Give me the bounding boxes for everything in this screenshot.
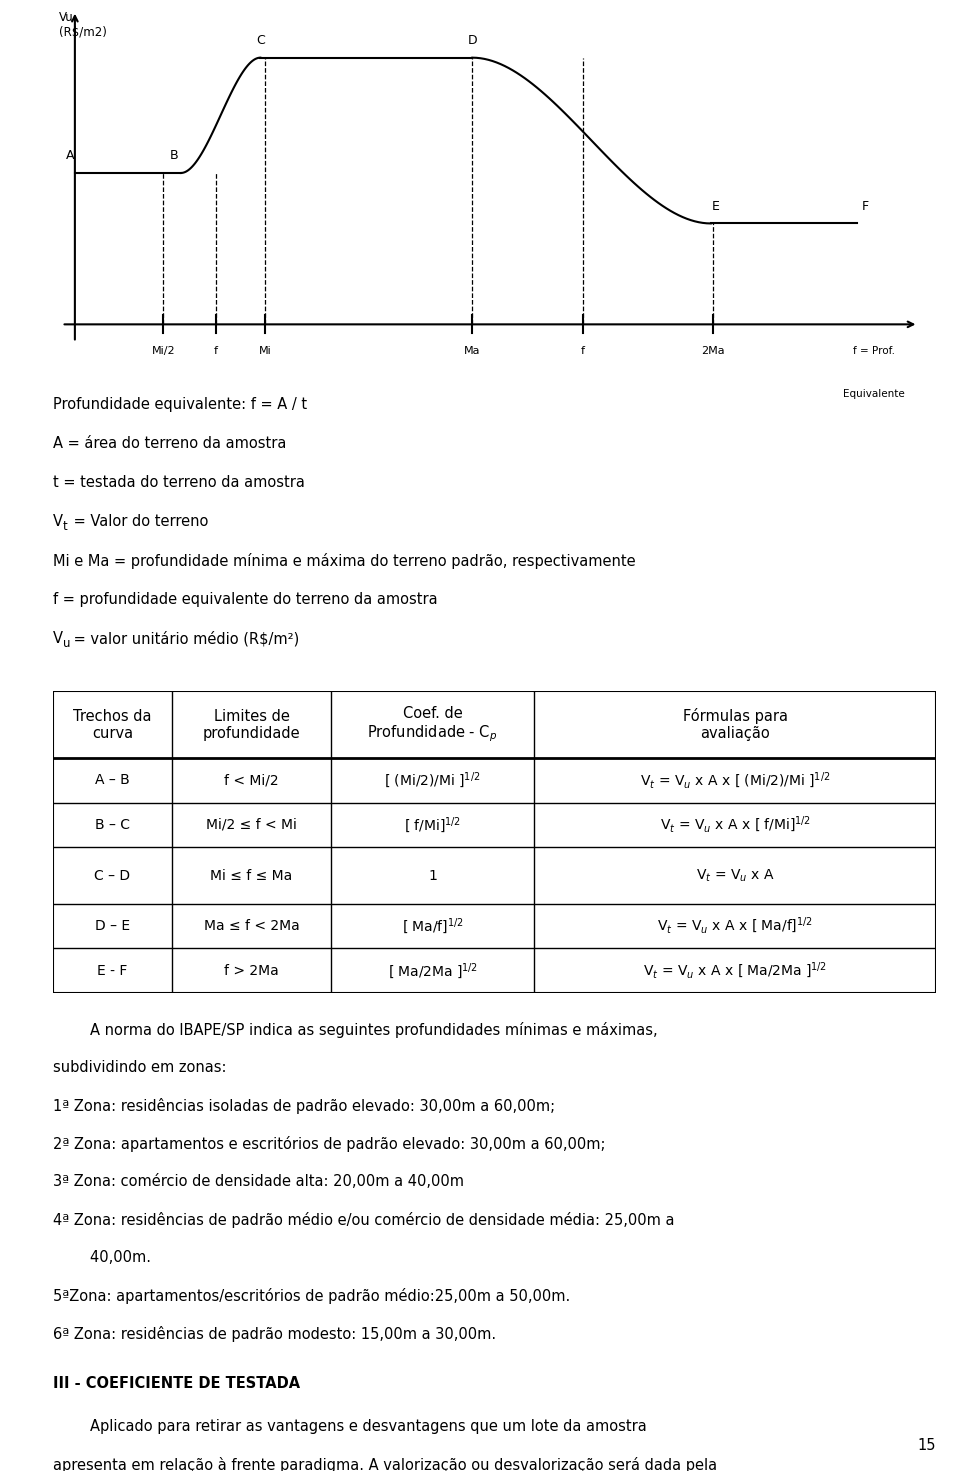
Text: B – C: B – C [95, 818, 130, 833]
Text: u: u [63, 637, 70, 650]
Text: f: f [214, 346, 218, 356]
Text: f = profundidade equivalente do terreno da amostra: f = profundidade equivalente do terreno … [53, 593, 438, 608]
Text: V$_t$ = V$_u$ x A x [ Ma/2Ma ]$^{1/2}$: V$_t$ = V$_u$ x A x [ Ma/2Ma ]$^{1/2}$ [643, 961, 828, 981]
Text: Trechos da
curva: Trechos da curva [73, 709, 152, 741]
Text: Ma ≤ f < 2Ma: Ma ≤ f < 2Ma [204, 919, 300, 933]
Text: f: f [581, 346, 585, 356]
Text: 4ª Zona: residências de padrão médio e/ou comércio de densidade média: 25,00m a: 4ª Zona: residências de padrão médio e/o… [53, 1212, 674, 1228]
Text: V$_t$ = V$_u$ x A x [ (Mi/2)/Mi ]$^{1/2}$: V$_t$ = V$_u$ x A x [ (Mi/2)/Mi ]$^{1/2}… [640, 771, 830, 790]
Text: A – B: A – B [95, 774, 130, 787]
Text: Coef. de
Profundidade - C$_p$: Coef. de Profundidade - C$_p$ [368, 706, 497, 744]
Text: Mi: Mi [258, 346, 271, 356]
Text: Mi/2 ≤ f < Mi: Mi/2 ≤ f < Mi [206, 818, 297, 833]
Text: D: D [468, 34, 477, 47]
Text: 1: 1 [428, 868, 437, 883]
Text: Fórmulas para
avaliação: Fórmulas para avaliação [683, 708, 787, 741]
Text: f = Prof.: f = Prof. [853, 346, 895, 356]
Text: A = área do terreno da amostra: A = área do terreno da amostra [53, 435, 286, 452]
Text: Equivalente: Equivalente [843, 390, 905, 399]
Text: [ Ma/f]$^{1/2}$: [ Ma/f]$^{1/2}$ [401, 916, 464, 936]
Text: V: V [53, 631, 62, 646]
Text: Aplicado para retirar as vantagens e desvantagens que um lote da amostra: Aplicado para retirar as vantagens e des… [53, 1420, 646, 1434]
Text: V$_t$ = V$_u$ x A x [ Ma/f]$^{1/2}$: V$_t$ = V$_u$ x A x [ Ma/f]$^{1/2}$ [658, 916, 813, 937]
Text: 3ª Zona: comércio de densidade alta: 20,00m a 40,00m: 3ª Zona: comércio de densidade alta: 20,… [53, 1174, 464, 1189]
Text: t = testada do terreno da amostra: t = testada do terreno da amostra [53, 475, 304, 490]
Text: F: F [862, 200, 869, 213]
Text: 2ª Zona: apartamentos e escritórios de padrão elevado: 30,00m a 60,00m;: 2ª Zona: apartamentos e escritórios de p… [53, 1136, 606, 1152]
Text: subdividindo em zonas:: subdividindo em zonas: [53, 1061, 227, 1075]
Text: = valor unitário médio (R$/m²): = valor unitário médio (R$/m²) [69, 631, 299, 647]
Text: 2Ma: 2Ma [702, 346, 725, 356]
Text: Mi e Ma = profundidade mínima e máxima do terreno padrão, respectivamente: Mi e Ma = profundidade mínima e máxima d… [53, 553, 636, 569]
Text: t: t [63, 521, 67, 533]
Text: A norma do IBAPE/SP indica as seguintes profundidades mínimas e máximas,: A norma do IBAPE/SP indica as seguintes … [53, 1022, 658, 1039]
Text: = Valor do terreno: = Valor do terreno [69, 515, 208, 530]
Text: E: E [711, 200, 719, 213]
Text: Profundidade equivalente: f = A / t: Profundidade equivalente: f = A / t [53, 397, 307, 412]
Text: apresenta em relação à frente paradigma. A valorização ou desvalorização será da: apresenta em relação à frente paradigma.… [53, 1458, 717, 1471]
Text: 15: 15 [918, 1439, 936, 1453]
Text: V$_t$ = V$_u$ x A: V$_t$ = V$_u$ x A [696, 868, 775, 884]
Text: [ Ma/2Ma ]$^{1/2}$: [ Ma/2Ma ]$^{1/2}$ [388, 961, 478, 981]
Text: Ma: Ma [464, 346, 481, 356]
Text: [ (Mi/2)/Mi ]$^{1/2}$: [ (Mi/2)/Mi ]$^{1/2}$ [384, 771, 481, 790]
Text: f < Mi/2: f < Mi/2 [225, 774, 278, 787]
Text: f > 2Ma: f > 2Ma [224, 964, 279, 978]
Text: V: V [53, 515, 62, 530]
Text: 6ª Zona: residências de padrão modesto: 15,00m a 30,00m.: 6ª Zona: residências de padrão modesto: … [53, 1325, 496, 1342]
Text: [ f/Mi]$^{1/2}$: [ f/Mi]$^{1/2}$ [404, 815, 461, 836]
Text: 40,00m.: 40,00m. [53, 1250, 151, 1265]
Text: 5ªZona: apartamentos/escritórios de padrão médio:25,00m a 50,00m.: 5ªZona: apartamentos/escritórios de padr… [53, 1289, 570, 1303]
Text: C: C [256, 34, 265, 47]
Text: Vu
(R$/m2): Vu (R$/m2) [59, 10, 107, 38]
Text: Mi ≤ f ≤ Ma: Mi ≤ f ≤ Ma [210, 868, 293, 883]
Text: D – E: D – E [95, 919, 130, 933]
Text: V$_t$ = V$_u$ x A x [ f/Mi]$^{1/2}$: V$_t$ = V$_u$ x A x [ f/Mi]$^{1/2}$ [660, 815, 810, 836]
Text: E - F: E - F [97, 964, 128, 978]
Text: Mi/2: Mi/2 [152, 346, 175, 356]
Text: 1ª Zona: residências isoladas de padrão elevado: 30,00m a 60,00m;: 1ª Zona: residências isoladas de padrão … [53, 1099, 555, 1114]
Text: A: A [66, 149, 75, 162]
Text: Limites de
profundidade: Limites de profundidade [203, 709, 300, 741]
Text: C – D: C – D [94, 868, 131, 883]
Text: B: B [170, 149, 179, 162]
Text: III - COEFICIENTE DE TESTADA: III - COEFICIENTE DE TESTADA [53, 1375, 300, 1390]
